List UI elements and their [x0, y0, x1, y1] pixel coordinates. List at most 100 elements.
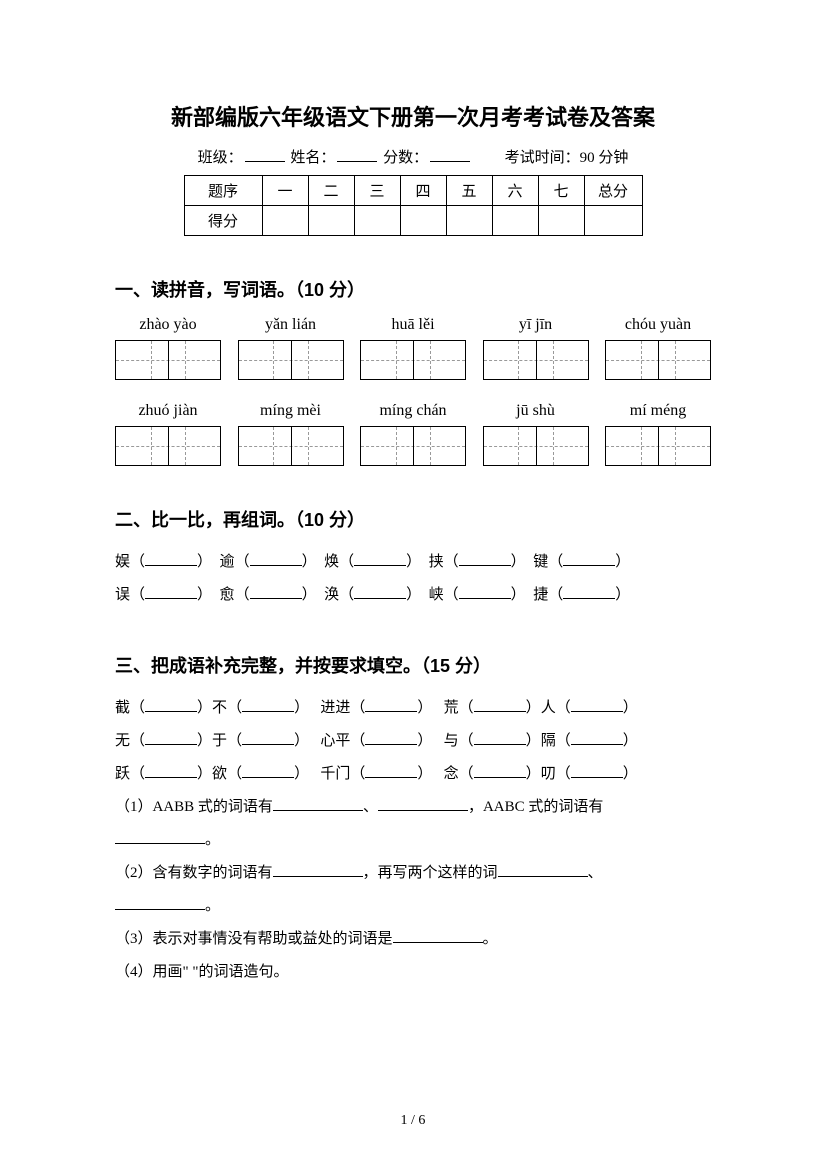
cell-input[interactable]	[354, 206, 400, 236]
blank[interactable]	[459, 565, 511, 566]
blank[interactable]	[145, 744, 197, 745]
blank[interactable]	[354, 598, 406, 599]
cell-label: 得分	[184, 206, 262, 236]
pinyin-label: mí méng	[605, 402, 711, 420]
char-input-box[interactable]	[483, 340, 589, 380]
char-box-row	[115, 340, 711, 380]
char-box-row	[115, 426, 711, 466]
cell-input[interactable]	[400, 206, 446, 236]
pinyin-label: yǎn lián	[238, 316, 344, 334]
char-input-box[interactable]	[238, 426, 344, 466]
page-title: 新部编版六年级语文下册第一次月考考试卷及答案	[115, 100, 711, 132]
cell-input[interactable]	[262, 206, 308, 236]
char-input-box[interactable]	[115, 340, 221, 380]
blank[interactable]	[115, 909, 205, 910]
pinyin-label: yī jīn	[483, 316, 589, 334]
q-text: （2）含有数字的词语有	[115, 865, 273, 881]
cell-total: 总分	[584, 176, 642, 206]
blank[interactable]	[365, 744, 417, 745]
pinyin-label: zhuó jiàn	[115, 402, 221, 420]
blank[interactable]	[242, 711, 294, 712]
score-table: 题序 一 二 三 四 五 六 七 总分 得分	[184, 175, 643, 236]
sep: 、	[588, 865, 603, 881]
blank[interactable]	[563, 598, 615, 599]
period: 。	[205, 832, 220, 848]
name-blank[interactable]	[337, 161, 377, 162]
score-blank[interactable]	[430, 161, 470, 162]
char: 键	[533, 554, 548, 570]
blank[interactable]	[273, 876, 363, 877]
q-text: ，AABC 式的词语有	[468, 799, 603, 815]
blank[interactable]	[273, 810, 363, 811]
name-label: 姓名：	[290, 150, 335, 166]
blank[interactable]	[474, 711, 526, 712]
char: 峡	[429, 587, 444, 603]
q-text: （4）用画" "的词语造句。	[115, 964, 289, 980]
blank[interactable]	[563, 565, 615, 566]
char-input-box[interactable]	[115, 426, 221, 466]
blank[interactable]	[145, 565, 197, 566]
cell-input[interactable]	[308, 206, 354, 236]
char-input-box[interactable]	[360, 426, 466, 466]
blank[interactable]	[378, 810, 468, 811]
cell-input[interactable]	[446, 206, 492, 236]
blank[interactable]	[459, 598, 511, 599]
char: 欲	[212, 766, 227, 782]
blank[interactable]	[571, 777, 623, 778]
char: 无	[115, 733, 130, 749]
q-text: （3）表示对事情没有帮助或益处的词语是	[115, 931, 393, 947]
char: 焕	[324, 554, 339, 570]
cell: 五	[446, 176, 492, 206]
char: 与	[444, 733, 459, 749]
blank[interactable]	[250, 598, 302, 599]
period: 。	[483, 931, 498, 947]
char-input-box[interactable]	[360, 340, 466, 380]
section-1-heading: 一、读拼音，写词语。（10 分）	[115, 276, 711, 302]
blank[interactable]	[145, 598, 197, 599]
char-input-box[interactable]	[605, 340, 711, 380]
blank[interactable]	[145, 711, 197, 712]
char-input-box[interactable]	[238, 340, 344, 380]
period: 。	[205, 898, 220, 914]
char: 涣	[324, 587, 339, 603]
question-3: （3）表示对事情没有帮助或益处的词语是 。	[115, 923, 711, 956]
blank[interactable]	[115, 843, 205, 844]
cell: 一	[262, 176, 308, 206]
idiom-row: 无（）于（） 心平（） 与（）隔（）	[115, 725, 711, 758]
cell-input[interactable]	[492, 206, 538, 236]
blank[interactable]	[365, 777, 417, 778]
question-1: （1）AABB 式的词语有、，AABC 式的词语有	[115, 791, 711, 824]
blank[interactable]	[474, 777, 526, 778]
blank[interactable]	[354, 565, 406, 566]
q-text: （1）AABB 式的词语有	[115, 799, 273, 815]
pinyin-label: jū shù	[483, 402, 589, 420]
blank[interactable]	[571, 744, 623, 745]
blank[interactable]	[250, 565, 302, 566]
blank[interactable]	[365, 711, 417, 712]
blank[interactable]	[242, 777, 294, 778]
pinyin-label: huā lěi	[360, 316, 466, 334]
blank[interactable]	[393, 942, 483, 943]
blank[interactable]	[571, 711, 623, 712]
class-label: 班级：	[198, 150, 243, 166]
question-2: （2）含有数字的词语有 ，再写两个这样的词 、	[115, 857, 711, 890]
blank[interactable]	[145, 777, 197, 778]
cell-input[interactable]	[538, 206, 584, 236]
cell: 二	[308, 176, 354, 206]
char: 跃	[115, 766, 130, 782]
blank[interactable]	[474, 744, 526, 745]
q-text: ，再写两个这样的词	[363, 865, 498, 881]
char: 人	[541, 700, 556, 716]
class-blank[interactable]	[245, 161, 285, 162]
pinyin-label: zhào yào	[115, 316, 221, 334]
blank[interactable]	[242, 744, 294, 745]
char-input-box[interactable]	[605, 426, 711, 466]
char-input-box[interactable]	[483, 426, 589, 466]
char: 进进	[320, 700, 350, 716]
page-number: 1 / 6	[0, 1113, 826, 1129]
cell: 七	[538, 176, 584, 206]
char: 隔	[541, 733, 556, 749]
blank[interactable]	[498, 876, 588, 877]
cell-input[interactable]	[584, 206, 642, 236]
cell: 六	[492, 176, 538, 206]
